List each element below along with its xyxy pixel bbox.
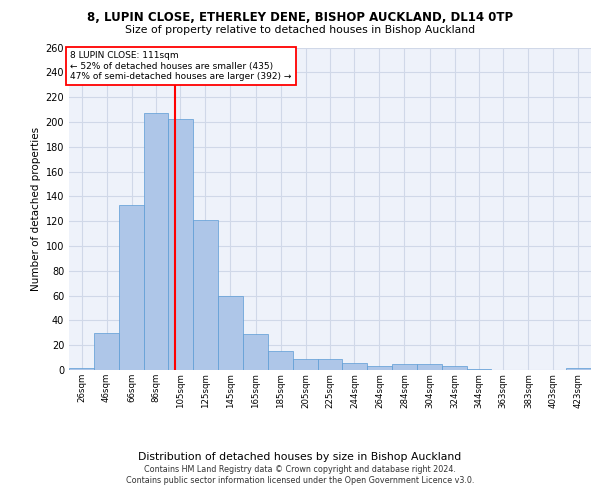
Bar <box>318 359 342 370</box>
Bar <box>218 296 243 370</box>
Bar <box>119 205 144 370</box>
Text: Distribution of detached houses by size in Bishop Auckland: Distribution of detached houses by size … <box>139 452 461 462</box>
Bar <box>268 352 293 370</box>
Bar <box>144 113 168 370</box>
Text: 8 LUPIN CLOSE: 111sqm
← 52% of detached houses are smaller (435)
47% of semi-det: 8 LUPIN CLOSE: 111sqm ← 52% of detached … <box>70 51 292 81</box>
Bar <box>193 220 218 370</box>
Text: Size of property relative to detached houses in Bishop Auckland: Size of property relative to detached ho… <box>125 25 475 35</box>
Bar <box>69 368 94 370</box>
Text: Contains public sector information licensed under the Open Government Licence v3: Contains public sector information licen… <box>126 476 474 485</box>
Bar <box>417 364 442 370</box>
Bar <box>243 334 268 370</box>
Y-axis label: Number of detached properties: Number of detached properties <box>31 126 41 291</box>
Text: Contains HM Land Registry data © Crown copyright and database right 2024.: Contains HM Land Registry data © Crown c… <box>144 465 456 474</box>
Bar <box>342 362 367 370</box>
Bar <box>293 359 318 370</box>
Bar <box>94 333 119 370</box>
Bar <box>442 366 467 370</box>
Bar <box>367 366 392 370</box>
Text: 8, LUPIN CLOSE, ETHERLEY DENE, BISHOP AUCKLAND, DL14 0TP: 8, LUPIN CLOSE, ETHERLEY DENE, BISHOP AU… <box>87 11 513 24</box>
Bar <box>392 364 417 370</box>
Bar <box>467 369 491 370</box>
Bar <box>168 120 193 370</box>
Bar <box>566 368 591 370</box>
